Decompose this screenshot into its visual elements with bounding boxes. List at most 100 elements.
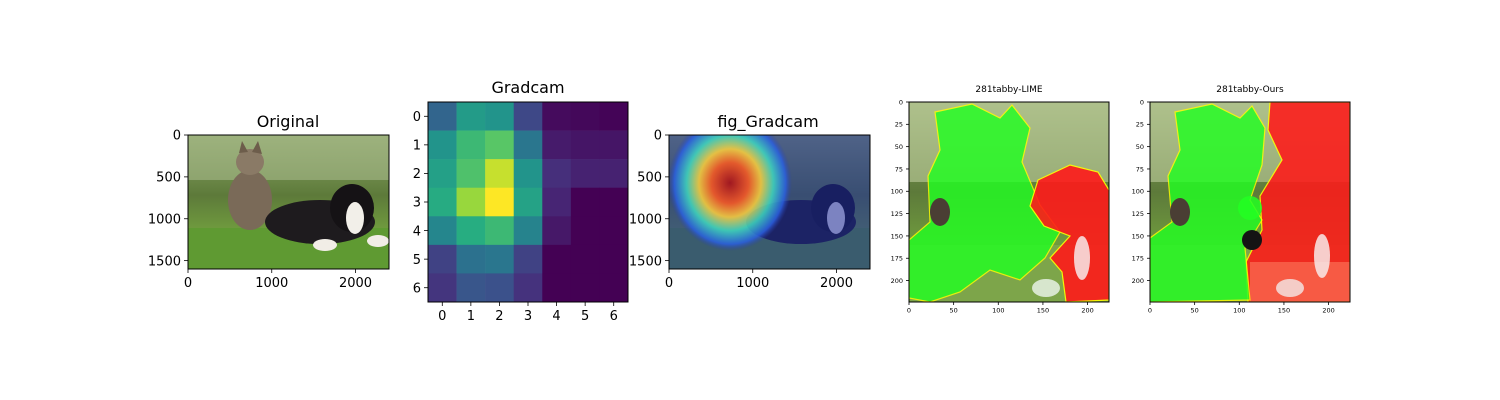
heatmap-cell bbox=[513, 244, 543, 274]
y-tick-label: 200 bbox=[891, 277, 903, 285]
x-tick-label: 200 bbox=[1322, 307, 1334, 315]
heatmap-cell bbox=[428, 130, 457, 160]
y-tick-label: 100 bbox=[891, 188, 903, 196]
x-tick-label: 0 bbox=[665, 276, 673, 291]
x-tick-label: 0 bbox=[907, 307, 911, 315]
x-tick-label: 1 bbox=[467, 309, 475, 324]
y-tick-label: 75 bbox=[1136, 165, 1144, 173]
y-tick-label: 175 bbox=[1132, 255, 1144, 263]
y-tick-label: 1000 bbox=[148, 212, 181, 227]
heatmap-cell bbox=[485, 102, 515, 131]
panel-ours: 281tabby-Ours 0 50 100 150 200 0 25 50 75 100 125 1… bbox=[1132, 85, 1351, 315]
y-tick-label: 0 bbox=[654, 129, 662, 144]
y-tick-label: 0 bbox=[173, 129, 181, 144]
x-tick-label: 150 bbox=[1278, 307, 1290, 315]
original-photo bbox=[188, 135, 389, 269]
y-tick-label: 200 bbox=[1132, 277, 1144, 285]
x-tick-label: 0 bbox=[438, 309, 446, 324]
x-tick-label: 200 bbox=[1081, 307, 1093, 315]
x-tick-label: 2000 bbox=[820, 276, 853, 291]
panel-title: Gradcam bbox=[491, 78, 564, 97]
y-tick-label: 25 bbox=[1136, 121, 1144, 129]
x-tick-label: 150 bbox=[1037, 307, 1049, 315]
heatmap-cell bbox=[542, 187, 572, 217]
heatmap-cell bbox=[513, 216, 543, 246]
y-tick-label: 1500 bbox=[148, 254, 181, 269]
axes: 0 50 100 150 200 0 25 50 75 100 125 150 175 200 bbox=[891, 98, 1094, 314]
heatmap-cell bbox=[485, 187, 515, 217]
heatmap-cell bbox=[456, 216, 486, 246]
heatmap-cell bbox=[513, 130, 543, 160]
heatmap-cell bbox=[570, 102, 600, 131]
y-tick-label: 6 bbox=[413, 281, 421, 296]
heatmap-cell bbox=[456, 130, 486, 160]
y-tick-label: 5 bbox=[413, 253, 421, 268]
heatmap-cell bbox=[428, 187, 457, 217]
heatmap-cell bbox=[599, 273, 629, 303]
heatmap-cells bbox=[428, 102, 629, 303]
y-tick-label: 75 bbox=[895, 165, 903, 173]
heatmap-cell bbox=[456, 187, 486, 217]
y-tick-label: 50 bbox=[1136, 143, 1144, 151]
heatmap-cell bbox=[428, 159, 457, 189]
y-tick-label: 0 bbox=[899, 98, 903, 106]
heatmap-cell bbox=[485, 216, 515, 246]
y-tick-label: 1500 bbox=[629, 254, 662, 269]
x-tick-label: 100 bbox=[1233, 307, 1245, 315]
panel-original: Original 0 1000 2000 0 500 1000 1500 bbox=[148, 112, 390, 291]
heatmap-cell bbox=[570, 159, 600, 189]
heatmap-cell bbox=[485, 159, 515, 189]
y-tick-label: 25 bbox=[895, 121, 903, 129]
y-tick-label: 125 bbox=[891, 210, 903, 218]
heatmap-cell bbox=[570, 273, 600, 303]
x-tick-label: 100 bbox=[992, 307, 1004, 315]
gradcam-overlay-image bbox=[669, 135, 870, 269]
heatmap-cell bbox=[485, 130, 515, 160]
y-tick-label: 3 bbox=[413, 196, 421, 211]
heatmap-cell bbox=[428, 102, 457, 131]
x-tick-label: 0 bbox=[1148, 307, 1152, 315]
heatmap-cell bbox=[542, 130, 572, 160]
y-tick-label: 2 bbox=[413, 167, 421, 182]
heatmap-cell bbox=[570, 130, 600, 160]
heatmap-cell bbox=[456, 159, 486, 189]
lime-segmentation-image bbox=[909, 102, 1109, 302]
heatmap-cell bbox=[513, 273, 543, 303]
panel-lime: 281tabby-LIME 0 50 100 150 200 0 25 50 75 100 125 1… bbox=[891, 85, 1110, 315]
heatmap-cell bbox=[570, 244, 600, 274]
heatmap-cell bbox=[542, 244, 572, 274]
x-tick-label: 50 bbox=[1191, 307, 1199, 315]
y-tick-label: 0 bbox=[413, 110, 421, 125]
y-tick-label: 50 bbox=[895, 143, 903, 151]
y-tick-label: 1 bbox=[413, 139, 421, 154]
heatmap-cell bbox=[542, 216, 572, 246]
y-tick-label: 0 bbox=[1140, 98, 1144, 106]
heatmap-cell bbox=[456, 273, 486, 303]
heatmap-cell bbox=[456, 102, 486, 131]
x-tick-label: 2000 bbox=[339, 276, 372, 291]
y-tick-label: 500 bbox=[156, 171, 181, 186]
axes: 0 50 100 150 200 0 25 50 75 100 125 150 175 200 bbox=[1132, 98, 1335, 314]
x-tick-label: 5 bbox=[581, 309, 589, 324]
axes: 0 1 2 3 4 5 6 0 1 2 3 4 5 6 bbox=[413, 110, 618, 324]
heatmap-cell bbox=[513, 102, 543, 131]
heatmap-cell bbox=[599, 187, 629, 217]
heatmap-cell bbox=[570, 187, 600, 217]
heatmap-cell bbox=[542, 273, 572, 303]
heatmap-cell bbox=[542, 102, 572, 131]
x-tick-label: 2 bbox=[495, 309, 503, 324]
x-tick-label: 4 bbox=[552, 309, 560, 324]
heatmap-cell bbox=[513, 159, 543, 189]
x-tick-label: 6 bbox=[610, 309, 618, 324]
y-tick-label: 4 bbox=[413, 224, 421, 239]
heatmap-cell bbox=[570, 216, 600, 246]
heatmap-cell bbox=[428, 244, 457, 274]
y-tick-label: 100 bbox=[1132, 188, 1144, 196]
heatmap-cell bbox=[428, 273, 457, 303]
panel-fig-gradcam: fig_Gradcam 0 1000 2000 0 500 1000 1500 bbox=[629, 112, 871, 291]
panel-title: 281tabby-Ours bbox=[1216, 85, 1284, 95]
panel-gradcam: Gradcam 0 1 2 3 4 5 6 0 1 2 3 4 5 6 bbox=[413, 78, 629, 324]
axes: 0 1000 2000 0 500 1000 1500 bbox=[629, 129, 853, 291]
heatmap-cell bbox=[485, 273, 515, 303]
